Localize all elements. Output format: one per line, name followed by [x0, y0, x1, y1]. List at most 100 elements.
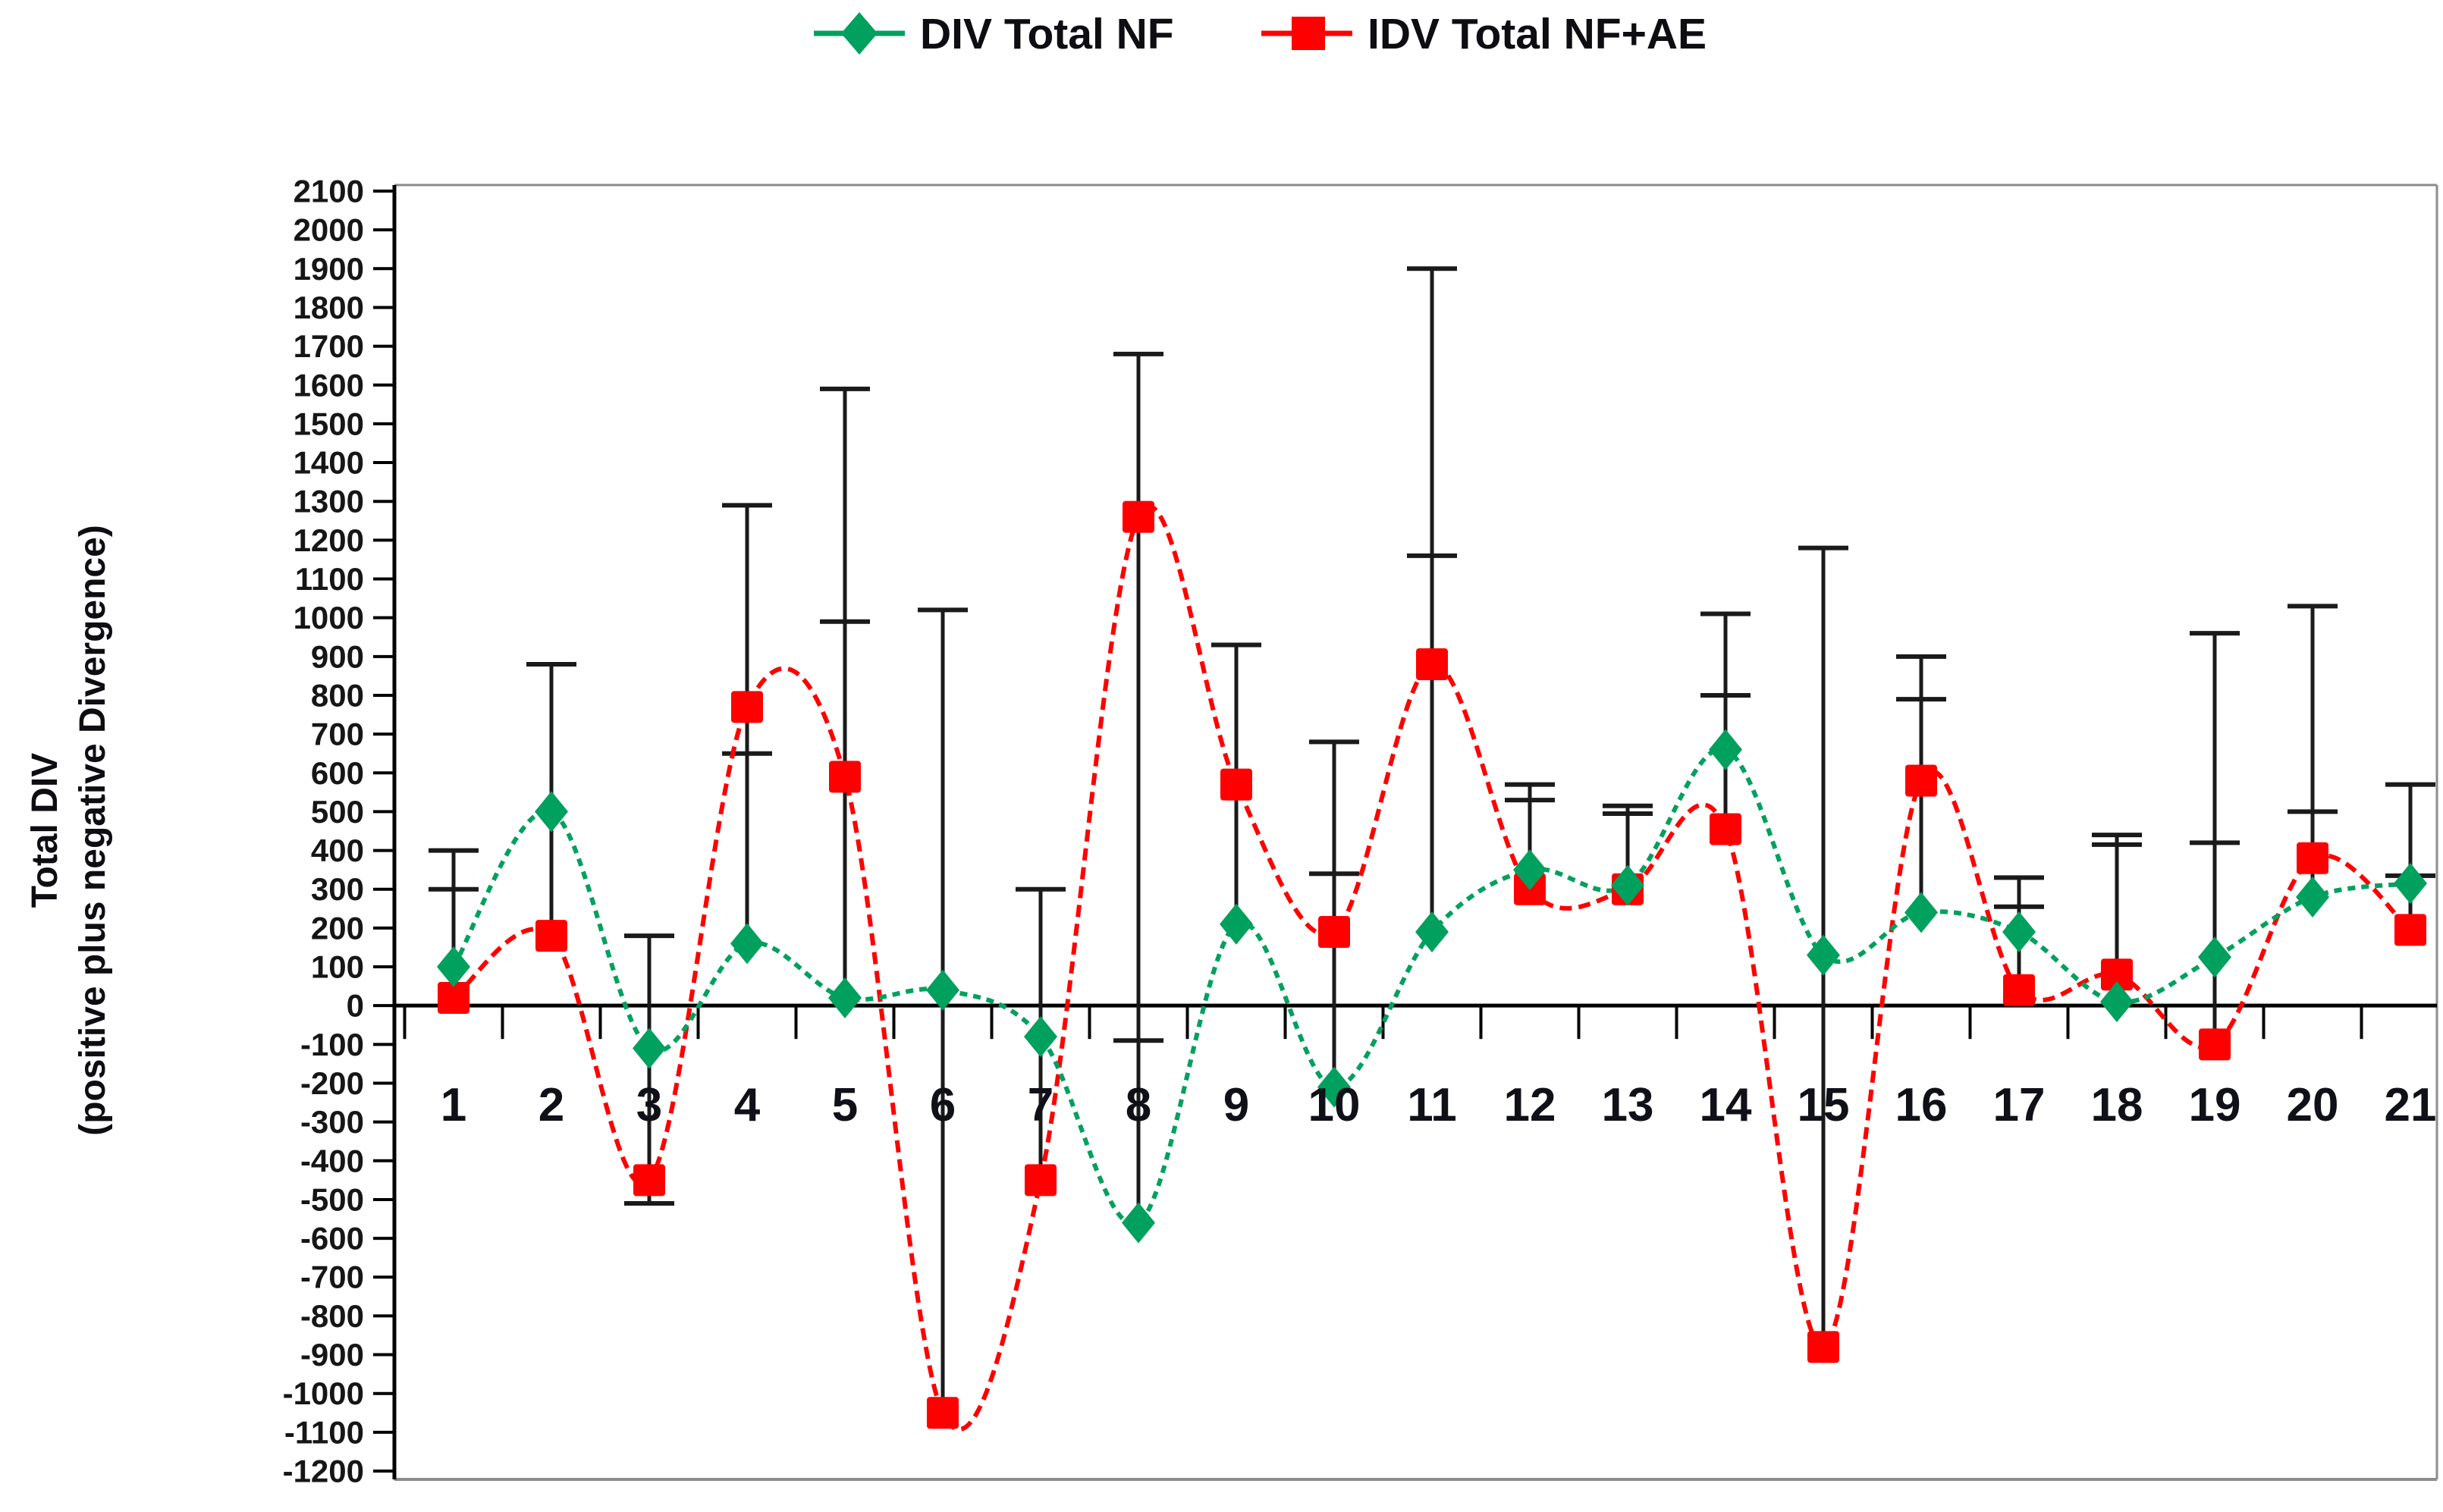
y-tick-label: 800 [311, 677, 364, 713]
x-category-label: 14 [1700, 1079, 1752, 1131]
x-category-label: 2 [539, 1079, 564, 1131]
y-tick-label: 400 [311, 833, 364, 868]
marker-square [438, 981, 469, 1014]
x-category-label: 6 [930, 1079, 956, 1131]
y-tick-label: 1300 [294, 484, 364, 519]
marker-square [2199, 1028, 2231, 1061]
y-tick-label: 1800 [294, 290, 364, 325]
y-axis-title-line2: (positive plus negative Divergence) [73, 525, 113, 1136]
marker-diamond [535, 791, 568, 833]
marker-diamond [1611, 864, 1644, 906]
axis-labels: 2100200019001800170016001500140013001200… [283, 174, 2437, 1489]
x-category-label: 13 [1602, 1079, 1654, 1131]
y-tick-label: -600 [300, 1221, 364, 1256]
y-tick-label: 100 [311, 949, 364, 985]
legend-label-green: DIV Total NF [920, 10, 1174, 58]
marker-diamond [2002, 911, 2036, 952]
y-tick-label: 500 [311, 794, 364, 830]
y-tick-label: 1600 [294, 367, 364, 403]
y-tick-label: 700 [311, 717, 364, 752]
marker-diamond [1709, 729, 1742, 770]
marker-square [2101, 958, 2133, 991]
marker-square [1710, 813, 1741, 845]
marker-diamond [2296, 876, 2329, 918]
y-tick-label: 1400 [294, 445, 364, 481]
marker-square [2003, 974, 2035, 1006]
y-axis-title-line1: Total DIV [25, 753, 65, 908]
x-category-label: 11 [1407, 1079, 1457, 1131]
error-bars [429, 266, 2435, 1413]
marker-square [829, 761, 861, 793]
legend-square-icon [1292, 17, 1325, 50]
x-category-label: 7 [1028, 1079, 1054, 1131]
marker-square [1220, 768, 1252, 801]
marker-diamond [1513, 849, 1547, 891]
marker-square [633, 1164, 665, 1197]
y-tick-label: 2000 [294, 212, 364, 248]
marker-diamond [2198, 936, 2231, 978]
y-tick-label: -300 [300, 1104, 364, 1140]
marker-diamond [1904, 892, 1938, 933]
marker-square [1807, 1331, 1839, 1363]
y-tick-label: 1200 [294, 522, 364, 558]
x-category-label: 19 [2189, 1079, 2241, 1131]
x-category-label: 9 [1223, 1079, 1249, 1131]
legend-item-green: DIV Total NF [814, 10, 1174, 58]
marker-diamond [2394, 863, 2427, 905]
legend-diamond-icon [841, 12, 878, 55]
y-tick-label: 300 [311, 871, 364, 907]
marker-diamond [926, 969, 959, 1011]
x-category-label: 20 [2287, 1079, 2339, 1131]
y-tick-label: -500 [300, 1181, 364, 1217]
y-tick-label: -1200 [283, 1454, 364, 1489]
marker-diamond [633, 1027, 666, 1069]
marker-square [535, 920, 567, 952]
y-tick-label: 0 [347, 988, 364, 1024]
y-tick-label: -700 [300, 1259, 364, 1295]
marker-diamond [2100, 981, 2134, 1023]
y-tick-label: 600 [311, 755, 364, 791]
x-category-label: 5 [832, 1079, 858, 1131]
marker-diamond [437, 946, 470, 988]
y-tick-label: 1700 [294, 328, 364, 364]
marker-square [2297, 842, 2328, 874]
legend-item-red: IDV Total NF+AE [1261, 10, 1707, 58]
y-tick-label: -100 [300, 1027, 364, 1062]
y-tick-label: -1100 [284, 1414, 364, 1450]
y-tick-label: 1000 [294, 600, 364, 635]
marker-diamond [1415, 911, 1449, 952]
markers [437, 500, 2427, 1429]
y-tick-label: -1000 [283, 1376, 364, 1411]
marker-diamond [1807, 934, 1840, 976]
y-tick-label: 1100 [295, 561, 364, 597]
marker-diamond [828, 977, 862, 1018]
y-tick-label: -400 [300, 1143, 364, 1178]
axes [373, 185, 2437, 1479]
x-category-label: 17 [1993, 1079, 2046, 1131]
y-tick-label: 900 [311, 638, 364, 674]
marker-diamond [730, 923, 764, 965]
marker-square [1416, 648, 1448, 681]
x-category-label: 3 [636, 1079, 662, 1131]
legend-label-red: IDV Total NF+AE [1368, 10, 1707, 58]
legend: DIV Total NF IDV Total NF+AE [814, 10, 1707, 58]
y-tick-label: 1500 [294, 406, 364, 441]
x-category-label: 1 [441, 1079, 466, 1131]
marker-square [927, 1397, 959, 1429]
y-tick-label: -200 [300, 1065, 364, 1101]
x-category-label: 18 [2091, 1079, 2143, 1131]
x-category-label: 16 [1895, 1079, 1948, 1131]
x-category-label: 21 [2385, 1079, 2437, 1131]
marker-diamond [1122, 1202, 1155, 1244]
x-category-label: 15 [1798, 1079, 1850, 1131]
y-tick-label: 2100 [294, 174, 364, 209]
marker-square [1123, 500, 1154, 533]
y-tick-label: 200 [311, 910, 364, 946]
y-axis-title: Total DIV (positive plus negative Diverg… [25, 525, 113, 1136]
x-category-label: 4 [734, 1079, 761, 1131]
x-category-label: 10 [1308, 1079, 1361, 1131]
marker-square [1318, 915, 1350, 948]
x-category-label: 12 [1504, 1079, 1556, 1131]
